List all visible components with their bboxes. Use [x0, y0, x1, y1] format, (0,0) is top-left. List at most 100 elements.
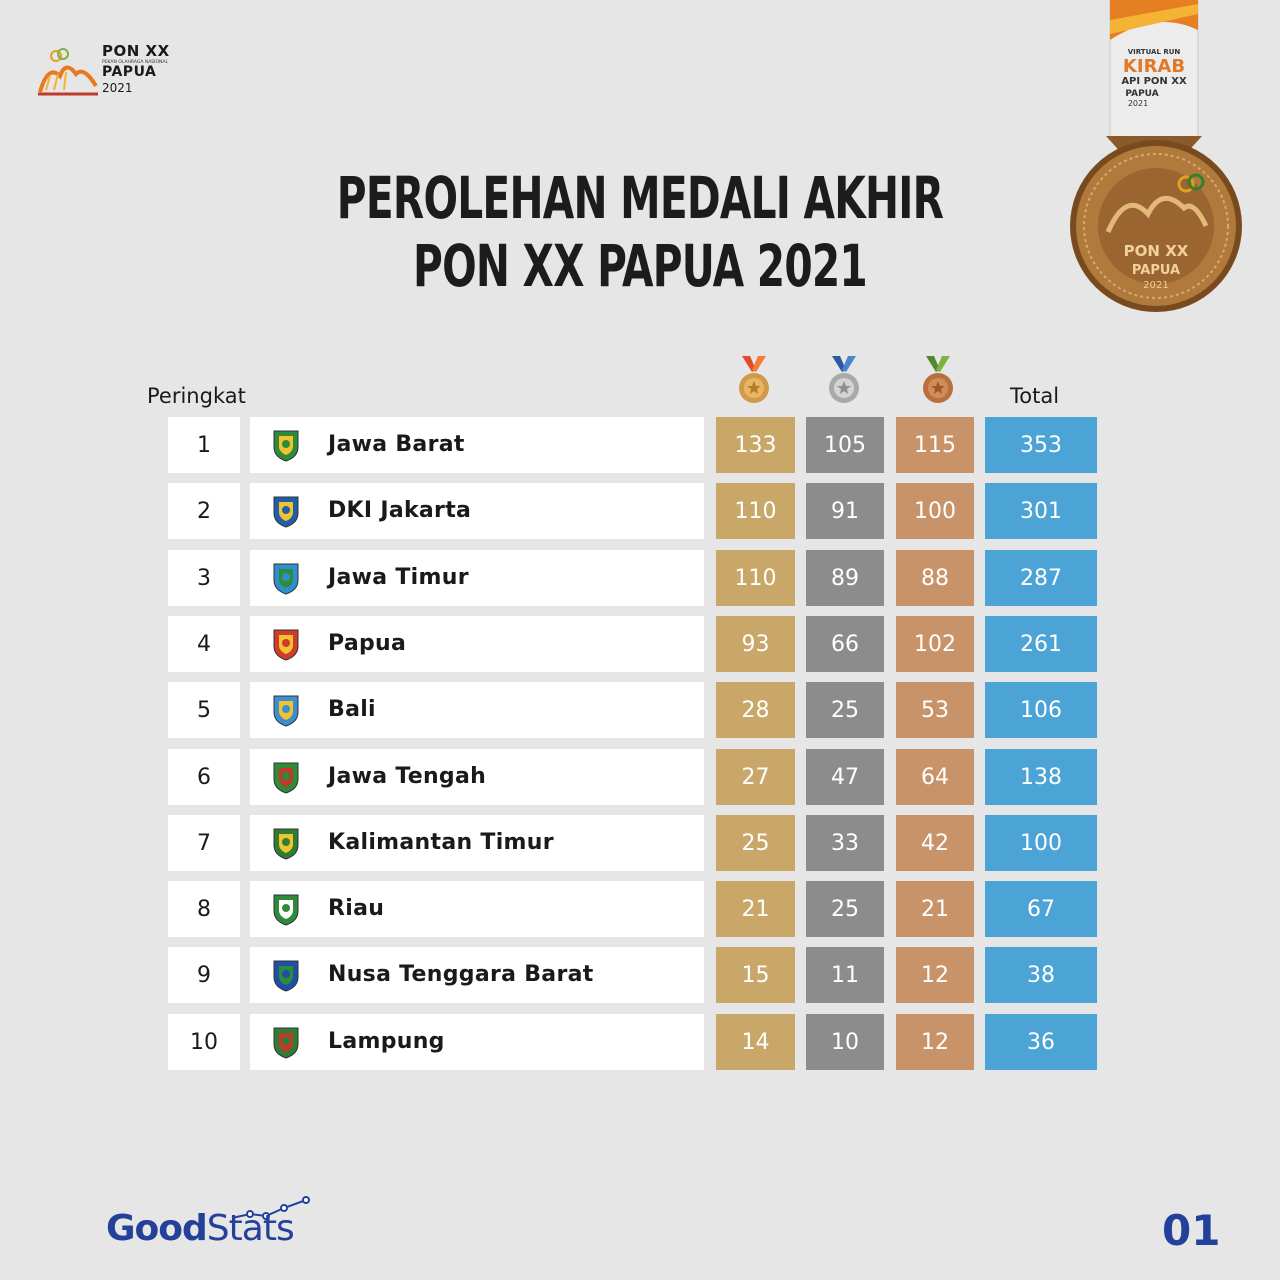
bali-emblem-icon: [273, 695, 299, 727]
bronze-count: 12: [896, 1014, 974, 1070]
ribbon-line3: API PON XX: [1121, 76, 1187, 87]
gold-count: 110: [716, 483, 795, 539]
table-row: 8 Riau 21 25 21 67: [0, 881, 1280, 939]
gold-count: 133: [716, 417, 795, 473]
province-name: Riau: [328, 896, 385, 921]
table-row: 7 Kalimantan Timur 25 33 42 100: [0, 815, 1280, 873]
gold-count: 110: [716, 550, 795, 606]
riau-emblem-icon: [273, 894, 299, 926]
rank-cell: 6: [168, 749, 240, 805]
province-cell: Papua: [250, 616, 704, 672]
ribbon-line1: VIRTUAL RUN: [1128, 48, 1181, 56]
total-count: 261: [985, 616, 1097, 672]
total-count: 353: [985, 417, 1097, 473]
silver-medal-icon: [829, 356, 859, 403]
province-name: Jawa Barat: [328, 432, 465, 457]
goodstats-bold: Good: [106, 1208, 208, 1249]
province-cell: Riau: [250, 881, 704, 937]
goodstats-graph-icon: [231, 1196, 310, 1220]
rank-cell: 7: [168, 815, 240, 871]
ribbon-line4: PAPUA: [1125, 89, 1158, 99]
province-name: Bali: [328, 697, 376, 722]
bronze-count: 12: [896, 947, 974, 1003]
total-column-header: Total: [1010, 384, 1060, 408]
medal-line3: 2021: [1143, 280, 1168, 291]
gold-count: 25: [716, 815, 795, 871]
total-count: 38: [985, 947, 1097, 1003]
west-nusa-tenggara-emblem-icon: [273, 960, 299, 992]
pon-logo: PON XX PEKAN OLAHRAGA NASIONAL PAPUA 202…: [36, 40, 196, 100]
silver-count: 25: [806, 881, 884, 937]
silver-count: 10: [806, 1014, 884, 1070]
total-count: 301: [985, 483, 1097, 539]
goodstats-light: Stats: [206, 1208, 295, 1249]
goodstats-wordmark: GoodStats: [106, 1208, 295, 1249]
table-row: 9 Nusa Tenggara Barat 15 11 12 38: [0, 947, 1280, 1005]
total-count: 100: [985, 815, 1097, 871]
rank-cell: 2: [168, 483, 240, 539]
table-row: 10 Lampung 14 10 12 36: [0, 1014, 1280, 1072]
silver-count: 47: [806, 749, 884, 805]
logo-line1: PON XX: [102, 42, 170, 60]
logo-line3: PAPUA: [102, 64, 157, 80]
ribbon-line2: KIRAB: [1123, 56, 1185, 77]
province-cell: Kalimantan Timur: [250, 815, 704, 871]
papua-emblem-icon: [273, 629, 299, 661]
rank-cell: 5: [168, 682, 240, 738]
silver-count: 89: [806, 550, 884, 606]
bronze-count: 102: [896, 616, 974, 672]
rank-cell: 1: [168, 417, 240, 473]
bronze-count: 53: [896, 682, 974, 738]
province-cell: DKI Jakarta: [250, 483, 704, 539]
table-row: 5 Bali 28 25 53 106: [0, 682, 1280, 740]
province-cell: Jawa Tengah: [250, 749, 704, 805]
bronze-count: 100: [896, 483, 974, 539]
province-name: Papua: [328, 631, 407, 656]
gold-count: 14: [716, 1014, 795, 1070]
table-row: 1 Jawa Barat 133 105 115 353: [0, 417, 1280, 475]
province-name: Jawa Tengah: [328, 764, 487, 789]
table-row: 6 Jawa Tengah 27 47 64 138: [0, 749, 1280, 807]
medal-illustration: VIRTUAL RUN KIRAB API PON XX PAPUA 2021 …: [1070, 0, 1242, 312]
rank-cell: 8: [168, 881, 240, 937]
medal-line2: PAPUA: [1132, 263, 1180, 278]
province-cell: Nusa Tenggara Barat: [250, 947, 704, 1003]
rank-cell: 3: [168, 550, 240, 606]
gold-medal-icon: [739, 356, 769, 403]
west-java-emblem-icon: [273, 430, 299, 462]
east-java-emblem-icon: [273, 563, 299, 595]
table-row: 2 DKI Jakarta 110 91 100 301: [0, 483, 1280, 541]
logo-line2: PEKAN OLAHRAGA NASIONAL: [102, 60, 168, 65]
pon-logo-mark-icon: [38, 48, 98, 96]
logo-line4: 2021: [102, 81, 133, 95]
total-count: 36: [985, 1014, 1097, 1070]
province-cell: Lampung: [250, 1014, 704, 1070]
silver-count: 33: [806, 815, 884, 871]
bronze-count: 115: [896, 417, 974, 473]
total-count: 67: [985, 881, 1097, 937]
total-count: 138: [985, 749, 1097, 805]
rank-cell: 4: [168, 616, 240, 672]
province-name: Lampung: [328, 1029, 445, 1054]
province-name: Kalimantan Timur: [328, 830, 554, 855]
silver-count: 25: [806, 682, 884, 738]
table-row: 3 Jawa Timur 110 89 88 287: [0, 550, 1280, 608]
gold-count: 15: [716, 947, 795, 1003]
rank-cell: 9: [168, 947, 240, 1003]
gold-count: 27: [716, 749, 795, 805]
goodstats-logo: GoodStats: [106, 1196, 310, 1254]
bronze-count: 88: [896, 550, 974, 606]
bronze-count: 64: [896, 749, 974, 805]
table-row: 4 Papua 93 66 102 261: [0, 616, 1280, 674]
gold-count: 28: [716, 682, 795, 738]
province-name: Jawa Timur: [328, 565, 469, 590]
province-cell: Jawa Barat: [250, 417, 704, 473]
silver-count: 105: [806, 417, 884, 473]
ribbon-line5: 2021: [1128, 99, 1148, 108]
page-title-line1: PEROLEHAN MEDALI AKHIR: [336, 164, 944, 232]
bronze-count: 42: [896, 815, 974, 871]
silver-count: 11: [806, 947, 884, 1003]
province-cell: Jawa Timur: [250, 550, 704, 606]
page-number: 01: [1162, 1206, 1221, 1255]
province-cell: Bali: [250, 682, 704, 738]
